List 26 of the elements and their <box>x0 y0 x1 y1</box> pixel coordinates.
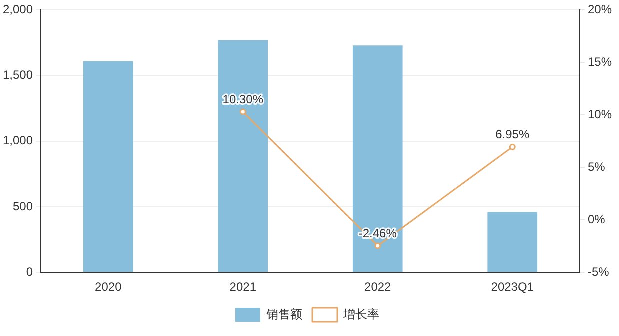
bar <box>352 46 403 272</box>
bar <box>218 40 268 272</box>
x-tick-label: 2021 <box>230 280 257 294</box>
legend-label: 增长率 <box>342 307 380 322</box>
x-tick-label: 2022 <box>364 280 392 294</box>
point <box>509 144 516 150</box>
bar <box>488 212 538 272</box>
y2-tick-label: -5% <box>588 264 610 279</box>
y-tick-label: 1,000 <box>3 134 34 148</box>
data-label: 10.30% <box>222 92 264 106</box>
legend-label: 销售额 <box>266 307 302 322</box>
y2-tick-label: 5% <box>588 160 606 174</box>
y2-tick-label: 15% <box>588 54 612 69</box>
y2-tick-label: 20% <box>588 2 612 17</box>
y-tick-label: 1,500 <box>3 68 34 82</box>
x-tick-label: 2020 <box>95 280 122 294</box>
y-tick-label: 0 <box>26 264 34 279</box>
y2-tick-label: 10% <box>588 107 612 122</box>
bar <box>83 61 134 272</box>
x-tick-label: 2023Q1 <box>491 280 534 294</box>
y-tick-label: 2,000 <box>3 2 34 17</box>
y2-tick-label: 0% <box>588 212 606 226</box>
y-tick-label: 500 <box>13 199 34 214</box>
point <box>240 108 246 116</box>
point <box>374 242 382 250</box>
data-label: 6.95% <box>496 127 530 142</box>
